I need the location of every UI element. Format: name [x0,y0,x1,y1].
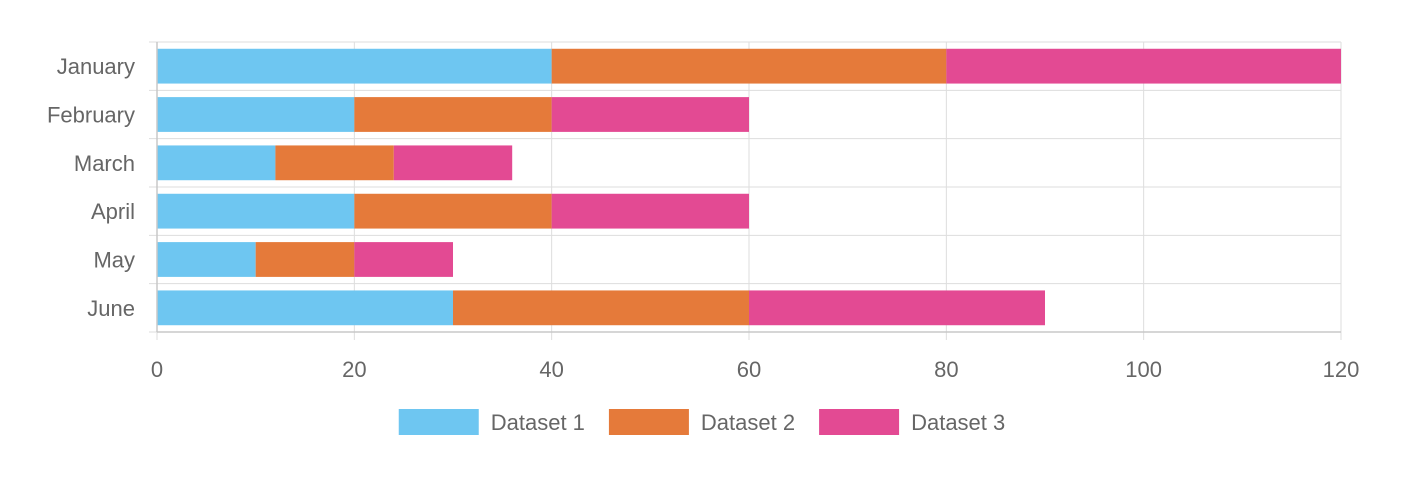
y-tick-label: April [91,199,135,224]
x-tick-label: 100 [1125,357,1162,382]
legend-label: Dataset 1 [491,410,585,435]
bars-layer [157,48,1341,326]
bar-dataset-1-may [157,242,256,277]
bar-dataset-1-june [157,290,453,326]
legend-swatch-dataset-1 [398,409,479,435]
legend-swatch-dataset-3 [819,409,900,435]
x-tick-label: 60 [737,357,761,382]
legend-label: Dataset 2 [701,410,795,435]
bar-dataset-2-january [551,48,947,84]
legend-label: Dataset 3 [911,410,1005,435]
bar-dataset-2-april [354,193,552,229]
bar-dataset-1-february [157,97,355,132]
bar-dataset-3-may [354,242,453,277]
legend-swatch-dataset-2 [608,409,689,435]
x-tick-label: 20 [342,357,366,382]
bar-dataset-1-april [157,193,355,229]
bar-dataset-2-february [354,97,552,132]
y-tick-label: February [47,103,135,128]
y-tick-label: June [87,296,135,321]
bar-dataset-2-may [255,242,355,277]
y-tick-label: March [74,151,135,176]
bar-dataset-3-april [551,193,749,229]
x-tick-label: 0 [151,357,163,382]
axis-layer: 0 20 40 60 80 100 120 January February March April… [47,42,1359,382]
x-tick-label: 120 [1323,357,1360,382]
legend: Dataset 1 Dataset 2 Dataset 3 [398,409,1005,435]
bar-dataset-3-january [946,48,1341,84]
bar-dataset-2-march [275,145,394,181]
bar-dataset-1-march [157,145,276,181]
x-tick-label: 40 [539,357,563,382]
x-tick-label: 80 [934,357,958,382]
bar-dataset-1-january [157,48,552,84]
y-tick-label: January [57,54,135,79]
bar-dataset-3-june [749,290,1045,326]
bar-dataset-3-february [551,97,749,132]
bar-dataset-3-march [393,145,513,181]
bar-dataset-2-june [453,290,749,326]
y-tick-label: May [93,248,135,273]
